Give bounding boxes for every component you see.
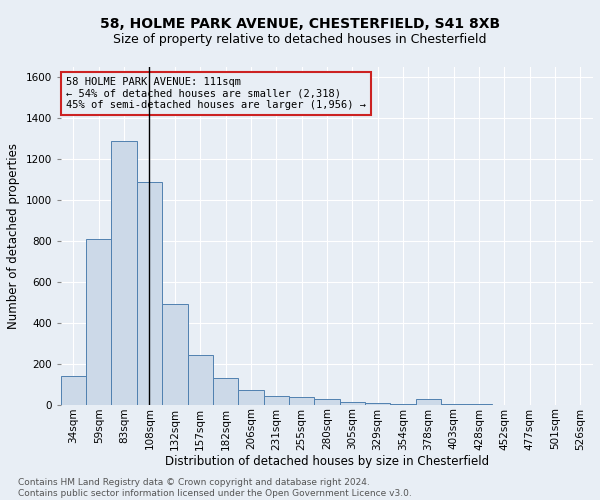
Text: Contains HM Land Registry data © Crown copyright and database right 2024.
Contai: Contains HM Land Registry data © Crown c…	[18, 478, 412, 498]
Bar	[188, 356, 213, 405]
Bar	[314, 400, 340, 404]
Bar	[112, 140, 137, 404]
Bar	[137, 182, 162, 404]
Bar	[86, 239, 112, 404]
Text: Size of property relative to detached houses in Chesterfield: Size of property relative to detached ho…	[113, 32, 487, 46]
Bar	[289, 398, 314, 404]
Bar	[238, 390, 263, 404]
Text: 58, HOLME PARK AVENUE, CHESTERFIELD, S41 8XB: 58, HOLME PARK AVENUE, CHESTERFIELD, S41…	[100, 18, 500, 32]
Text: 58 HOLME PARK AVENUE: 111sqm
← 54% of detached houses are smaller (2,318)
45% of: 58 HOLME PARK AVENUE: 111sqm ← 54% of de…	[66, 77, 366, 110]
Bar	[416, 400, 441, 404]
Bar	[162, 304, 188, 404]
X-axis label: Distribution of detached houses by size in Chesterfield: Distribution of detached houses by size …	[165, 455, 489, 468]
Bar	[263, 396, 289, 404]
Bar	[340, 402, 365, 404]
Bar	[365, 402, 390, 404]
Y-axis label: Number of detached properties: Number of detached properties	[7, 143, 20, 329]
Bar	[61, 376, 86, 404]
Bar	[213, 378, 238, 404]
